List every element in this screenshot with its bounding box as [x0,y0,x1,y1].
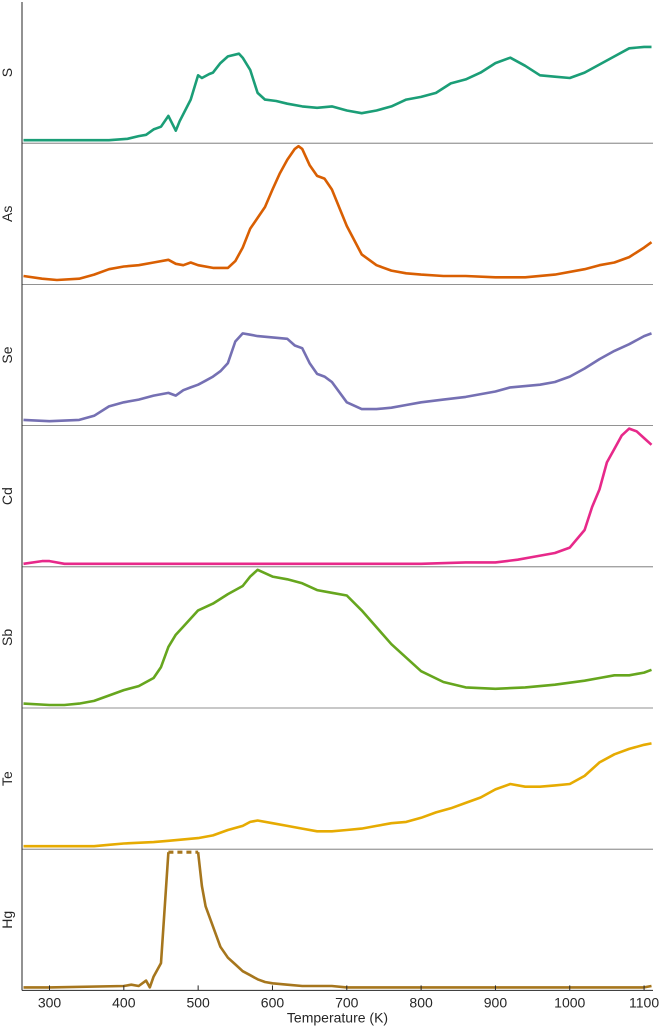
panel-sb: Sb [0,568,653,709]
series-line-hg [196,852,652,989]
series-line-cd [23,427,653,566]
series-line-s [23,45,652,142]
panel-te: Te [0,742,653,850]
x-tick-label: 300 [38,994,62,1010]
series-label-sb: Sb [0,629,15,646]
series-line-sb [23,568,652,707]
series-line-hg [23,852,170,989]
series-label-te: Te [0,771,15,786]
series-label-se: Se [0,346,15,363]
x-tick-label: 600 [261,994,285,1010]
series-label-as: As [0,206,15,222]
panel-as: As [0,144,653,285]
series-label-hg: Hg [0,911,15,929]
x-tick-label: 1000 [554,994,585,1010]
x-tick-label: 1100 [629,994,659,1010]
series-line-as [23,144,653,282]
series-label-s: S [0,68,15,77]
x-axis-label: Temperature (K) [287,1009,388,1025]
series-line-te [23,742,652,848]
panel-cd: Cd [0,427,653,568]
series-line-se [23,332,652,423]
x-tick-label: 800 [409,994,433,1010]
x-tick-label: 900 [484,994,508,1010]
panel-se: Se [0,332,653,427]
x-tick-label: 400 [112,994,136,1010]
panel-s: S [0,45,653,144]
x-tick-label: 500 [186,994,210,1010]
panel-hg: Hg [0,850,652,989]
series-label-cd: Cd [0,487,15,505]
x-tick-label: 700 [335,994,359,1010]
